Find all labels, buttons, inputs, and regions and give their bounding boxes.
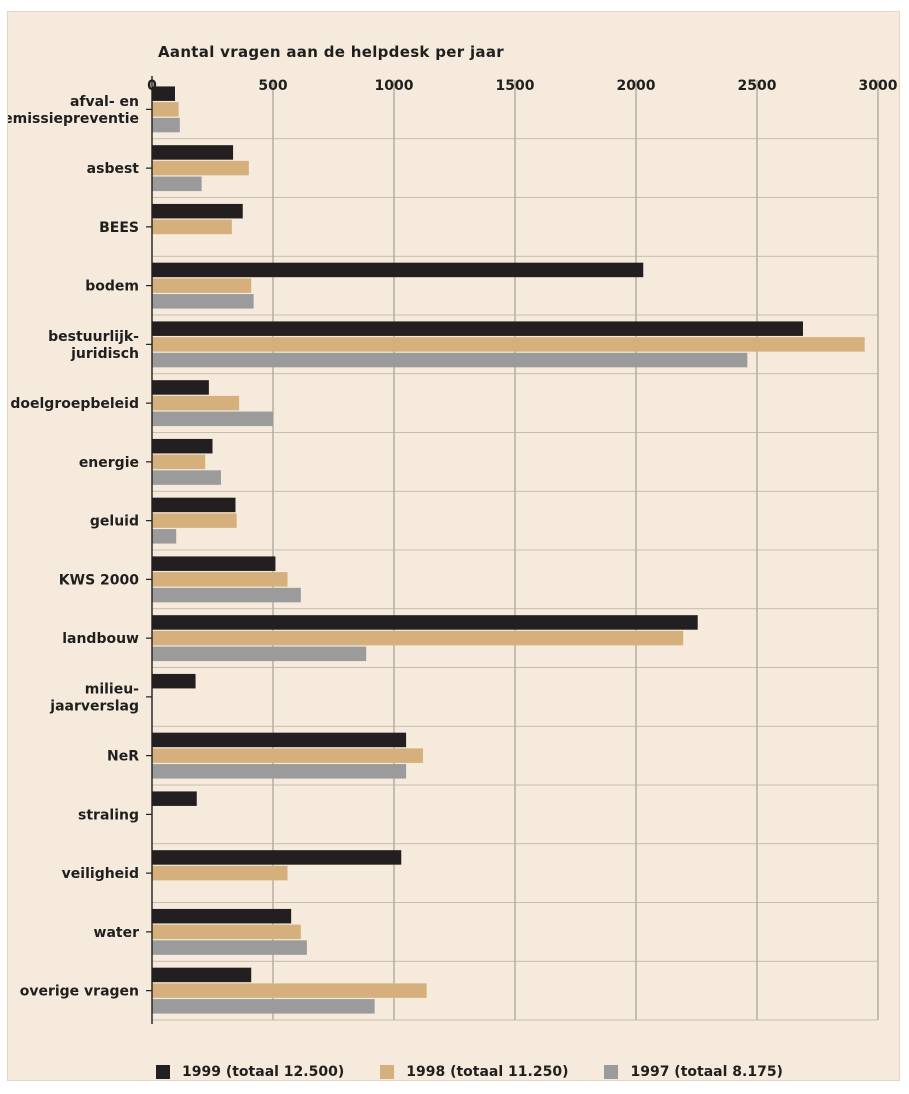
chart-title: Aantal vragen aan de helpdesk per jaar [158, 43, 504, 61]
legend-label-1999: 1999 (totaal 12.500) [182, 1064, 345, 1080]
bar [152, 615, 698, 630]
category-label: BEES [99, 220, 139, 236]
bar [152, 587, 301, 603]
category-label: landbouw [62, 631, 139, 647]
x-tick-label: 3000 [859, 78, 898, 94]
category-label: KWS 2000 [59, 572, 139, 588]
bar [152, 967, 252, 983]
bar [152, 278, 252, 293]
bar [152, 145, 234, 160]
bar [152, 791, 197, 806]
legend: 1999 (totaal 12.500) 1998 (totaal 11.250… [156, 1064, 783, 1080]
category-label: straling [78, 807, 139, 823]
category-label: geluid [90, 514, 139, 530]
bar [152, 117, 180, 133]
bar [152, 529, 177, 544]
category-label: veiligheid [62, 866, 139, 882]
bar-chart: 050010001500200025003000afval- enemissie… [8, 76, 898, 1024]
category-label: bodem [85, 279, 139, 295]
bar [152, 630, 684, 646]
legend-item-1999: 1999 (totaal 12.500) [156, 1064, 344, 1080]
legend-swatch-1997 [604, 1065, 619, 1079]
bar [152, 411, 273, 427]
x-tick-label: 500 [258, 78, 287, 94]
category-label: NeR [107, 749, 139, 765]
bar [152, 732, 407, 748]
bar [152, 86, 175, 101]
bar [152, 102, 179, 117]
x-tick-label: 1000 [375, 78, 414, 94]
bar [152, 203, 243, 219]
bar [152, 380, 209, 395]
bar [152, 850, 402, 865]
category-label: milieu- [85, 681, 139, 697]
bar [152, 497, 236, 513]
category-label: afval- en [70, 94, 139, 110]
bar [152, 470, 221, 485]
bar [152, 865, 288, 881]
bar [152, 646, 367, 662]
x-tick-label: 2000 [617, 78, 656, 94]
x-tick-label: 1500 [496, 78, 535, 94]
bar [152, 219, 232, 235]
bar [152, 321, 803, 336]
bar [152, 983, 427, 998]
bar [152, 572, 288, 587]
bar [152, 262, 644, 278]
legend-swatch-1998 [380, 1065, 395, 1079]
category-label: bestuurlijk- [48, 329, 139, 345]
legend-swatch-1999 [156, 1065, 170, 1079]
bar [152, 924, 301, 940]
bar [152, 764, 407, 779]
bar [152, 999, 375, 1014]
legend-label-1998: 1998 (totaal 11.250) [406, 1064, 569, 1080]
category-label: water [94, 925, 140, 941]
bar [152, 438, 213, 454]
legend-item-1998: 1998 (totaal 11.250) [380, 1064, 568, 1080]
category-label: asbest [87, 161, 140, 177]
bar [152, 556, 276, 571]
category-label: overige vragen [20, 984, 139, 1000]
legend-item-1997: 1997 (totaal 8.175) [604, 1064, 783, 1080]
category-label: doelgroepbeleid [10, 396, 139, 412]
bar [152, 673, 196, 689]
bar [152, 337, 865, 352]
bar [152, 352, 748, 368]
bar [152, 908, 292, 924]
chart-frame: Aantal vragen aan de helpdesk per jaar 0… [7, 11, 900, 1081]
bar [152, 513, 237, 528]
x-tick-label: 2500 [738, 78, 777, 94]
bar [152, 454, 206, 470]
bar [152, 176, 202, 192]
category-label: juridisch [70, 346, 139, 362]
category-label: energie [79, 455, 139, 471]
category-label: jaarverslag [49, 698, 139, 714]
bar [152, 294, 254, 309]
bar [152, 940, 307, 955]
legend-label-1997: 1997 (totaal 8.175) [630, 1064, 783, 1080]
bar [152, 395, 240, 411]
bar [152, 160, 249, 176]
bar [152, 748, 424, 763]
category-label: emissiepreventie [8, 111, 139, 127]
